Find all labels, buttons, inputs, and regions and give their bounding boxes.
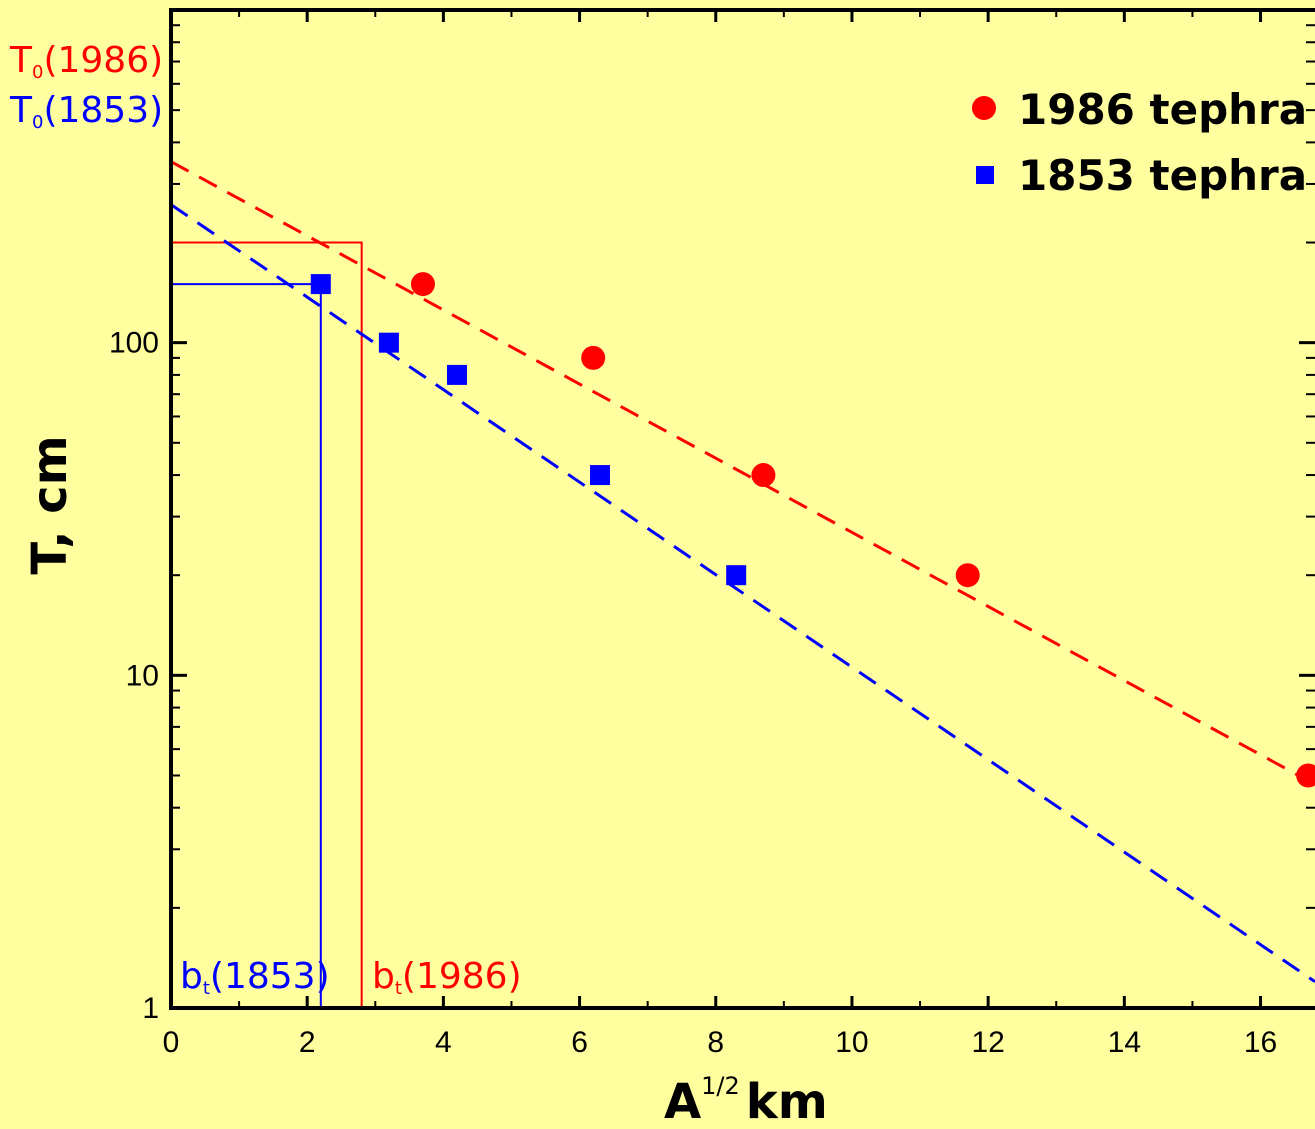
- legend-marker-1986: [972, 96, 996, 120]
- bt-1986-label: bt(1986): [372, 956, 522, 999]
- data-point-square: [378, 332, 399, 353]
- data-point-circle: [955, 563, 980, 588]
- fit-lines: [170, 160, 1315, 983]
- data-point-square: [310, 274, 331, 295]
- t0-1853-label: T0(1853): [9, 90, 163, 133]
- fit-line-1: [170, 203, 1315, 983]
- y-axis-title: T, cm: [22, 435, 78, 574]
- x-tick-label: 10: [835, 1026, 868, 1059]
- data-points: [310, 272, 1315, 788]
- x-axis-title: A1/2 km: [664, 1072, 828, 1129]
- x-axis-title-main: A: [664, 1074, 701, 1129]
- guide-line: [171, 241, 363, 1008]
- data-point-circle: [751, 463, 776, 488]
- y-tick-label: 1: [142, 992, 159, 1025]
- fit-line-0: [170, 160, 1315, 786]
- legend-label-1986: 1986 tephra: [1018, 85, 1307, 134]
- x-axis-title-sup: 1/2: [701, 1072, 740, 1100]
- x-tick-label: 12: [971, 1026, 1004, 1059]
- legend-label-1853: 1853 tephra: [1018, 151, 1307, 200]
- x-tick-label: 2: [299, 1026, 316, 1059]
- legend-marker-1853: [976, 166, 994, 184]
- x-tick-label: 0: [163, 1026, 180, 1059]
- x-axis-title-unit: km: [746, 1074, 828, 1129]
- x-tick-label: 4: [435, 1026, 452, 1059]
- x-tick-labels: 0 2 4 6 8 10 12 14 16: [163, 1026, 1278, 1059]
- x-tick-label: 16: [1244, 1026, 1277, 1059]
- y-tick-label: 100: [109, 327, 159, 360]
- data-point-square: [726, 565, 747, 586]
- bt-1853-label: bt(1853): [180, 956, 330, 999]
- data-point-circle: [410, 272, 435, 297]
- y-tick-label: 10: [126, 659, 159, 692]
- data-point-square: [447, 364, 467, 385]
- plot-frame: [169, 8, 1315, 1010]
- t0-1986-label: T0(1986): [9, 40, 163, 83]
- x-tick-label: 8: [707, 1026, 724, 1059]
- y-tick-labels: 1 10 100: [109, 327, 159, 1025]
- data-point-circle: [1296, 763, 1315, 788]
- data-point-circle: [581, 345, 606, 370]
- legend: 1986 tephra 1853 tephra: [972, 85, 1307, 200]
- x-tick-label: 14: [1108, 1026, 1141, 1059]
- data-point-square: [590, 465, 610, 486]
- x-tick-label: 6: [571, 1026, 588, 1059]
